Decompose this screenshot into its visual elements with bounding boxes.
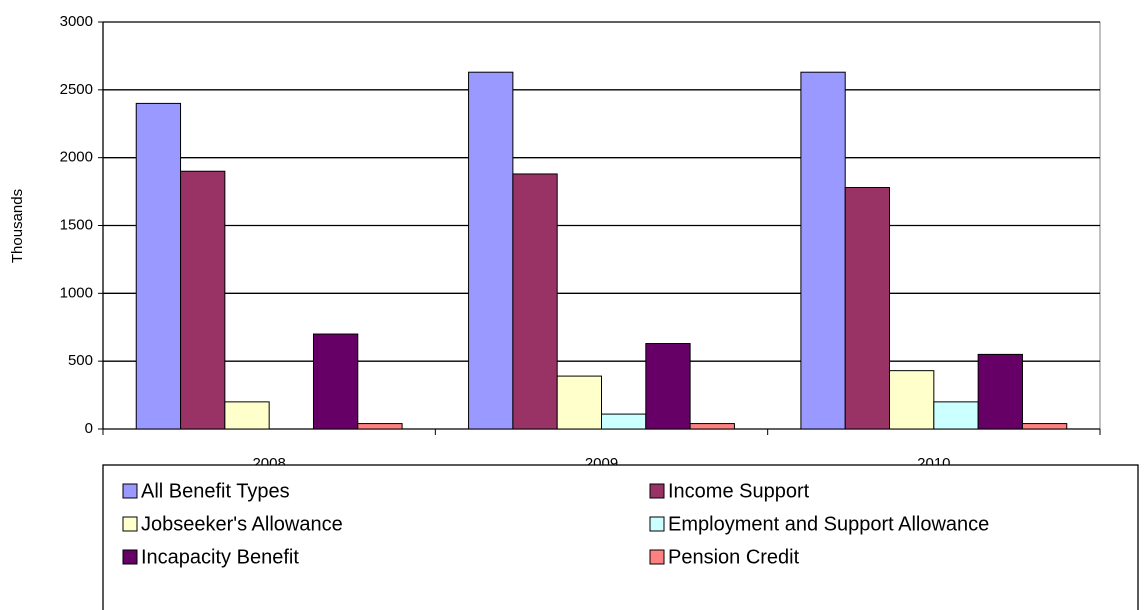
bar [357, 423, 403, 430]
legend-label: Employment and Support Allowance [668, 513, 989, 535]
bar [135, 102, 182, 430]
bar [556, 375, 603, 430]
legend-swatch [122, 483, 138, 499]
legend-label: Income Support [668, 480, 810, 502]
legend-label: Incapacity Benefit [141, 546, 299, 568]
bar [312, 333, 359, 430]
bar [601, 413, 647, 430]
bar [1021, 423, 1068, 430]
bar [889, 370, 935, 430]
bar [224, 401, 270, 430]
y-tick-label: 1000 [60, 284, 93, 301]
y-tick-label: 3000 [60, 13, 93, 30]
legend-swatch [649, 483, 665, 499]
bar [512, 173, 558, 430]
bar [180, 170, 226, 430]
bar [933, 401, 979, 430]
y-tick-label: 2500 [60, 81, 93, 98]
legend-swatch [122, 549, 138, 565]
y-axis-label: Thousands [9, 189, 26, 263]
bar [645, 343, 691, 430]
y-tick-label: 0 [85, 420, 93, 437]
bar [977, 353, 1023, 430]
legend-label: All Benefit Types [141, 480, 290, 502]
legend-swatch [649, 516, 665, 532]
legend-swatch [649, 549, 665, 565]
legend-swatch [122, 516, 138, 532]
bar [468, 71, 514, 430]
legend-label: Pension Credit [668, 546, 800, 568]
bar [689, 423, 735, 430]
y-tick-label: 500 [68, 352, 93, 369]
y-tick-label: 1500 [60, 216, 93, 233]
bar [844, 187, 891, 430]
legend-label: Jobseeker's Allowance [141, 513, 343, 535]
legend-box [102, 464, 1139, 610]
y-tick-label: 2000 [60, 149, 93, 166]
bar [800, 71, 846, 430]
